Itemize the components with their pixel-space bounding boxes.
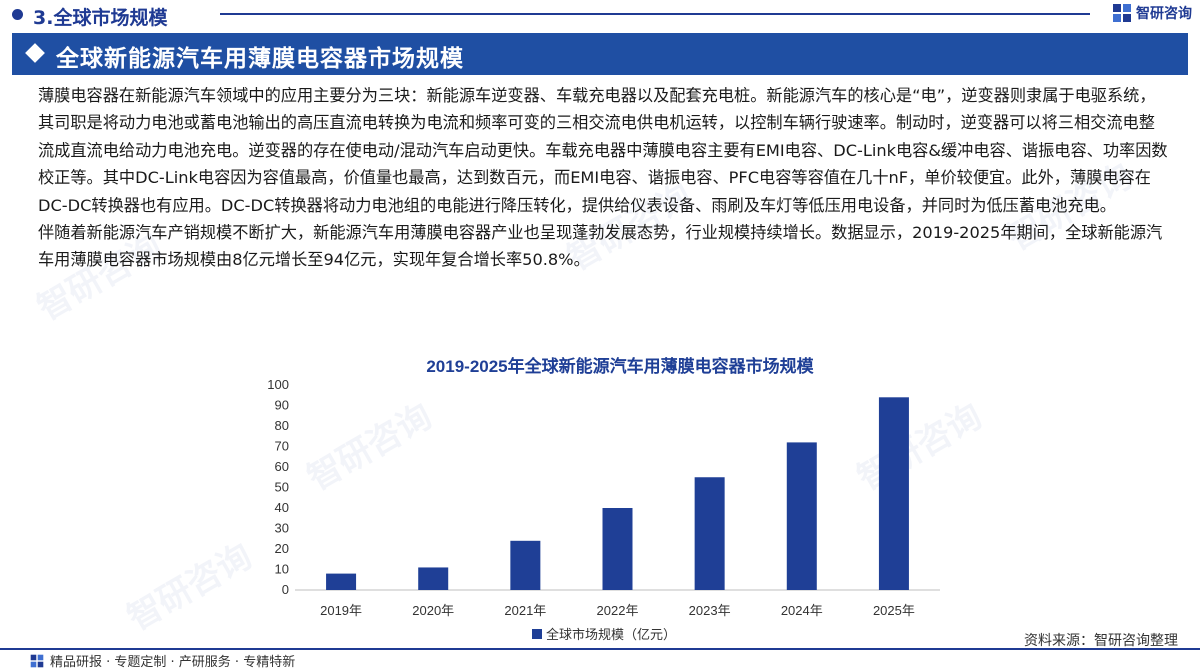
x-tick-label: 2023年	[689, 603, 731, 618]
legend-swatch	[532, 629, 542, 639]
chart-svg: 2019-2025年全球新能源汽车用薄膜电容器市场规模 0 10 20 30 40 50 6…	[267, 356, 940, 642]
bullet-icon	[12, 9, 23, 20]
brand-logo-icon	[1113, 4, 1131, 22]
divider	[220, 13, 1090, 15]
title-banner: 全球新能源汽车用薄膜电容器市场规模	[12, 33, 1188, 75]
top-bar: 3.全球市场规模 智研咨询	[0, 0, 1200, 30]
x-tick-label: 2025年	[873, 603, 915, 618]
footer-divider	[0, 648, 1200, 650]
brand-logo-icon	[30, 654, 44, 667]
x-tick-label: 2022年	[597, 603, 639, 618]
x-ticks: 2019年 2020年 2021年 2022年 2023年 2024年 2025年	[320, 603, 915, 618]
diamond-icon	[25, 43, 45, 63]
x-tick-label: 2020年	[412, 603, 454, 618]
page-title: 全球新能源汽车用薄膜电容器市场规模	[56, 46, 464, 72]
paragraph-2: 伴随着新能源汽车产销规模不断扩大，新能源汽车用薄膜电容器产业也呈现蓬勃发展态势，…	[38, 223, 1163, 270]
y-tick-label: 30	[275, 521, 289, 536]
footer: 精品研报 · 专题定制 · 产研服务 · 专精特新 资料来源：智研咨询整理	[0, 633, 1200, 670]
bars	[326, 397, 909, 590]
footer-tagline-group: 精品研报 · 专题定制 · 产研服务 · 专精特新	[30, 651, 295, 670]
y-tick-label: 10	[275, 562, 289, 577]
x-tick-label: 2019年	[320, 603, 362, 618]
bar	[602, 508, 633, 590]
bar	[786, 442, 817, 590]
y-ticks: 0 10 20 30 40 50 60 70 80 90 100	[267, 377, 289, 597]
x-tick-label: 2024年	[781, 603, 823, 618]
bar	[694, 477, 725, 590]
section-title: 3.全球市场规模	[33, 7, 168, 29]
body-text: 薄膜电容器在新能源汽车领域中的应用主要分为三块：新能源车逆变器、车载充电器以及配…	[38, 82, 1168, 274]
bar	[878, 397, 909, 590]
bar	[510, 540, 541, 590]
y-tick-label: 60	[275, 459, 289, 474]
brand-logo: 智研咨询	[1112, 3, 1192, 23]
paragraph-1: 薄膜电容器在新能源汽车领域中的应用主要分为三块：新能源车逆变器、车载充电器以及配…	[38, 86, 1168, 215]
y-tick-label: 100	[267, 377, 289, 392]
bar	[418, 567, 449, 590]
x-tick-label: 2021年	[504, 603, 546, 618]
bar	[326, 573, 357, 590]
y-tick-label: 40	[275, 500, 289, 515]
bar-chart: 2019-2025年全球新能源汽车用薄膜电容器市场规模 0 10 20 30 40 50 6…	[240, 352, 960, 652]
y-tick-label: 90	[275, 398, 289, 413]
watermark: 智研咨询	[120, 536, 259, 639]
y-tick-label: 70	[275, 439, 289, 454]
legend-label: 全球市场规模（亿元）	[546, 627, 676, 642]
source-note: 资料来源：智研咨询整理	[1024, 633, 1178, 649]
y-tick-label: 0	[282, 582, 289, 597]
footer-tagline: 精品研报 · 专题定制 · 产研服务 · 专精特新	[50, 655, 296, 670]
brand-name: 智研咨询	[1136, 6, 1192, 22]
chart-title: 2019-2025年全球新能源汽车用薄膜电容器市场规模	[426, 356, 814, 376]
y-tick-label: 20	[275, 541, 289, 556]
y-tick-label: 50	[275, 480, 289, 495]
y-tick-label: 80	[275, 418, 289, 433]
